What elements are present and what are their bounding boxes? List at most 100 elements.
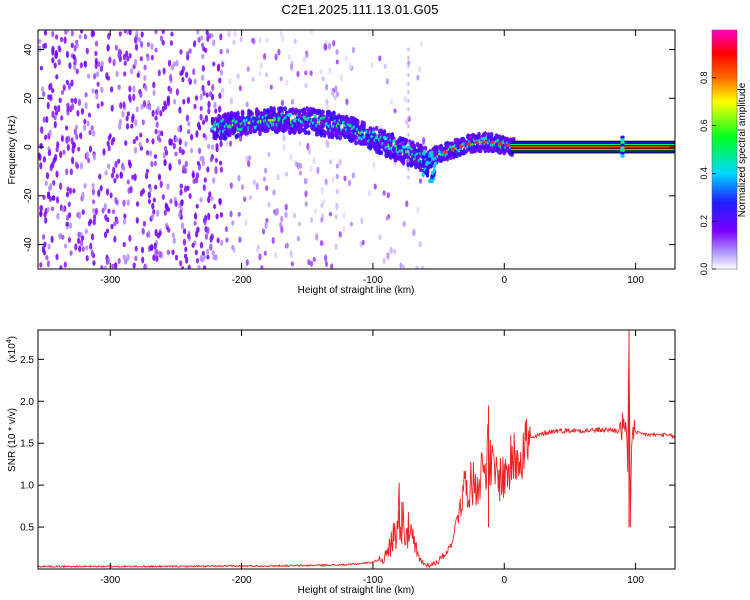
- heatmap-noise-cell: [81, 209, 85, 215]
- heatmap-noise-cell: [119, 101, 123, 110]
- heatmap-noise-cell: [334, 214, 338, 220]
- colorbar-frame: [711, 29, 738, 270]
- heatmap-noise-cell: [290, 63, 294, 71]
- heatmap-noise-cell: [135, 135, 139, 141]
- heatmap-noise-cell: [287, 54, 291, 60]
- heatmap-noise-cell: [50, 235, 54, 244]
- heatmap-noise-cell: [153, 242, 157, 250]
- heatmap-noise-cell: [182, 228, 187, 235]
- heatmap-noise-cell: [304, 201, 308, 207]
- heatmap-noise-cell: [67, 236, 72, 243]
- heatmap-noise-cell: [96, 81, 100, 87]
- heatmap-noise-cell: [382, 257, 386, 264]
- heatmap-noise-cell: [46, 260, 51, 268]
- heatmap-noise-cell: [161, 105, 165, 112]
- heatmap-streak-cell: [407, 107, 410, 112]
- heatmap-noise-cell: [74, 124, 78, 131]
- heatmap-noise-cell: [89, 242, 93, 250]
- heatmap-noise-cell: [43, 250, 47, 256]
- heatmap-noise-cell: [165, 149, 169, 156]
- heatmap-ridge-cell: [379, 150, 384, 156]
- heatmap-noise-cell: [115, 173, 119, 179]
- heatmap-noise-cell: [110, 86, 114, 93]
- spectrogram-heatmap: [38, 30, 675, 269]
- heatmap-noise-cell: [90, 125, 94, 131]
- heatmap-ridge-cell: [236, 133, 240, 139]
- heatmap-noise-cell: [201, 74, 205, 81]
- heatmap-noise-cell: [324, 178, 328, 186]
- heatmap-noise-cell: [61, 234, 65, 240]
- heatmap-noise-cell: [124, 140, 128, 146]
- heatmap-noise-cell: [251, 76, 255, 83]
- heatmap-noise-cell: [174, 200, 178, 207]
- heatmap-noise-cell: [125, 115, 129, 122]
- heatmap-noise-cell: [209, 91, 213, 98]
- heatmap-noise-cell: [127, 159, 131, 167]
- colorbar-tick-label: 0.6: [699, 119, 709, 132]
- heatmap-noise-cell: [320, 187, 324, 195]
- heatmap-noise-cell: [112, 58, 116, 67]
- heatmap-noise-cell: [202, 132, 206, 138]
- heatmap-peak-cell: [458, 144, 463, 148]
- x-tick-label: 0: [501, 275, 507, 286]
- x-tick-label: 100: [627, 275, 644, 286]
- heatmap-noise-cell: [141, 119, 145, 126]
- heatmap-noise-cell: [325, 83, 329, 91]
- heatmap-noise-cell: [75, 39, 79, 45]
- heatmap-noise-cell: [193, 40, 197, 48]
- heatmap-noise-cell: [310, 216, 314, 223]
- heatmap-noise-cell: [128, 234, 132, 242]
- heatmap-noise-cell: [370, 61, 374, 68]
- heatmap-noise-cell: [382, 190, 386, 196]
- heatmap-noise-cell: [77, 237, 81, 245]
- heatmap-noise-cell: [166, 97, 170, 104]
- heatmap-noise-cell: [280, 215, 284, 223]
- heatmap-noise-cell: [282, 134, 286, 142]
- heatmap-noise-cell: [126, 55, 130, 62]
- heatmap-noise-cell: [67, 82, 72, 91]
- heatmap-noise-cell: [385, 78, 389, 85]
- heatmap-ridge-cell: [505, 136, 510, 142]
- heatmap-tail-cell: [423, 149, 427, 155]
- heatmap-noise-cell: [74, 243, 78, 251]
- heatmap-noise-cell: [70, 98, 74, 104]
- heatmap-noise-cell: [67, 201, 71, 208]
- heatmap-noise-cell: [215, 213, 219, 220]
- heatmap-noise-cell: [84, 228, 88, 235]
- heatmap-noise-cell: [95, 71, 100, 78]
- heatmap-noise-cell: [148, 186, 153, 193]
- heatmap-noise-cell: [147, 230, 151, 238]
- heatmap-noise-cell: [193, 78, 197, 85]
- heatmap-noise-cell: [267, 201, 271, 208]
- heatmap-noise-cell: [151, 138, 155, 145]
- heatmap-noise-cell: [60, 89, 65, 96]
- heatmap-noise-cell: [128, 30, 132, 36]
- heatmap-noise-cell: [284, 203, 288, 211]
- carrier-band-stripe: [510, 149, 675, 151]
- heatmap-noise-cell: [172, 142, 176, 150]
- heatmap-noise-cell: [79, 162, 83, 170]
- heatmap-noise-cell: [334, 243, 338, 250]
- heatmap-noise-cell: [42, 91, 46, 97]
- heatmap-noise-cell: [145, 138, 149, 144]
- heatmap-streak-cell: [407, 167, 410, 171]
- heatmap-noise-cell: [150, 43, 154, 50]
- heatmap-noise-cell: [179, 48, 183, 55]
- heatmap-noise-cell: [110, 104, 114, 112]
- heatmap-peak-cell: [482, 140, 487, 144]
- heatmap-noise-cell: [293, 38, 297, 45]
- heatmap-noise-cell: [88, 145, 93, 153]
- heatmap-noise-cell: [49, 82, 53, 90]
- heatmap-ridge-cell: [232, 111, 237, 117]
- heatmap-noise-cell: [65, 125, 69, 131]
- heatmap-noise-cell: [146, 56, 150, 62]
- heatmap-noise-cell: [104, 170, 108, 176]
- heatmap-noise-cell: [194, 95, 199, 101]
- heatmap-noise-cell: [53, 62, 57, 69]
- heatmap-noise-cell: [328, 66, 332, 75]
- heatmap-noise-cell: [135, 201, 140, 207]
- heatmap-noise-cell: [238, 236, 242, 243]
- heatmap-noise-cell: [220, 239, 224, 247]
- heatmap-noise-cell: [113, 235, 117, 243]
